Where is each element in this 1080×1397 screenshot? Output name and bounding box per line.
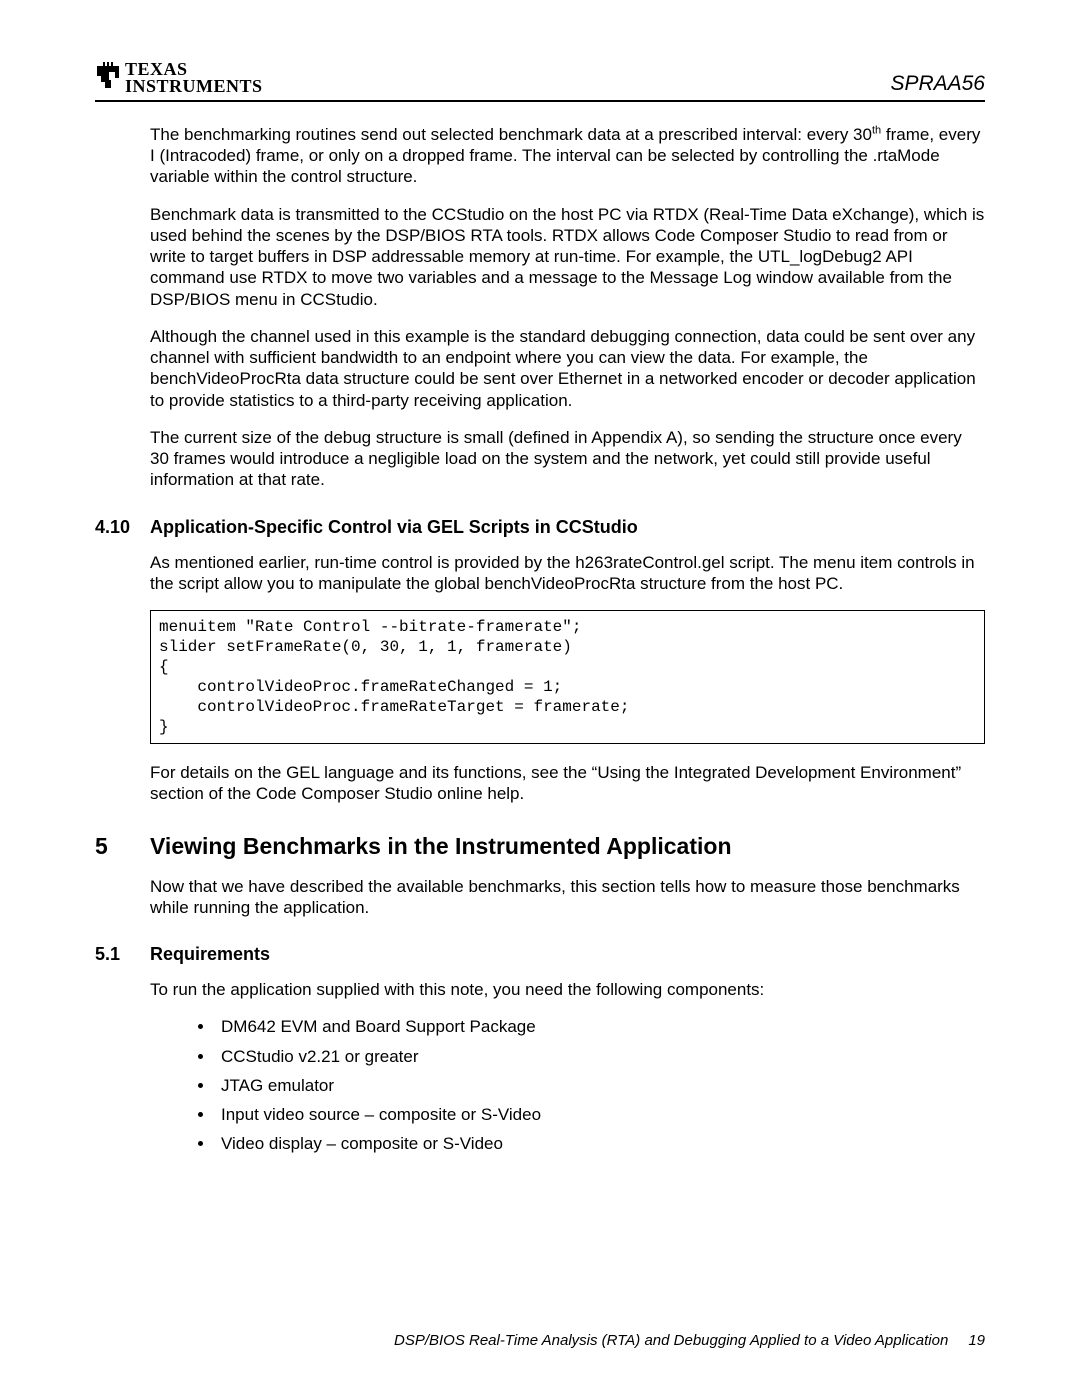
ti-logo-text: TEXAS INSTRUMENTS xyxy=(125,60,263,96)
paragraph-3: Although the channel used in this exampl… xyxy=(150,326,985,411)
paragraph-8: To run the application supplied with thi… xyxy=(150,979,985,1000)
heading-4-10-num: 4.10 xyxy=(95,517,138,538)
heading-4-10-text: Application-Specific Control via GEL Scr… xyxy=(150,517,638,538)
page-footer: DSP/BIOS Real-Time Analysis (RTA) and De… xyxy=(95,1332,985,1349)
paragraph-4: The current size of the debug structure … xyxy=(150,427,985,491)
heading-5: 5 Viewing Benchmarks in the Instrumented… xyxy=(95,833,985,860)
page-header: TEXAS INSTRUMENTS SPRAA56 xyxy=(95,60,985,102)
list-item: Input video source – composite or S-Vide… xyxy=(215,1104,985,1125)
list-item: DM642 EVM and Board Support Package xyxy=(215,1016,985,1037)
logo-line-2: INSTRUMENTS xyxy=(125,77,263,96)
paragraph-5: As mentioned earlier, run-time control i… xyxy=(150,552,985,595)
ti-logo-block: TEXAS INSTRUMENTS xyxy=(95,60,263,96)
heading-5-1-text: Requirements xyxy=(150,944,270,965)
heading-5-text: Viewing Benchmarks in the Instrumented A… xyxy=(150,833,732,860)
paragraph-2: Benchmark data is transmitted to the CCS… xyxy=(150,204,985,310)
heading-5-1: 5.1 Requirements xyxy=(95,944,985,965)
heading-4-10: 4.10 Application-Specific Control via GE… xyxy=(95,517,985,538)
heading-5-num: 5 xyxy=(95,833,138,860)
list-item: JTAG emulator xyxy=(215,1075,985,1096)
heading-5-1-num: 5.1 xyxy=(95,944,138,965)
list-item: CCStudio v2.21 or greater xyxy=(215,1046,985,1067)
ti-chip-icon xyxy=(95,60,121,90)
list-item: Video display – composite or S-Video xyxy=(215,1133,985,1154)
paragraph-6: For details on the GEL language and its … xyxy=(150,762,985,805)
code-listing: menuitem "Rate Control --bitrate-framera… xyxy=(150,610,985,744)
p1-sup: th xyxy=(872,124,881,136)
paragraph-7: Now that we have described the available… xyxy=(150,876,985,919)
requirements-list: DM642 EVM and Board Support Package CCSt… xyxy=(215,1016,985,1154)
document-code: SPRAA56 xyxy=(890,72,985,96)
paragraph-1: The benchmarking routines send out selec… xyxy=(150,124,985,188)
footer-title: DSP/BIOS Real-Time Analysis (RTA) and De… xyxy=(394,1332,948,1349)
p1-a: The benchmarking routines send out selec… xyxy=(150,125,872,144)
page-container: TEXAS INSTRUMENTS SPRAA56 The benchmarki… xyxy=(0,0,1080,1155)
footer-page-number: 19 xyxy=(968,1332,985,1349)
